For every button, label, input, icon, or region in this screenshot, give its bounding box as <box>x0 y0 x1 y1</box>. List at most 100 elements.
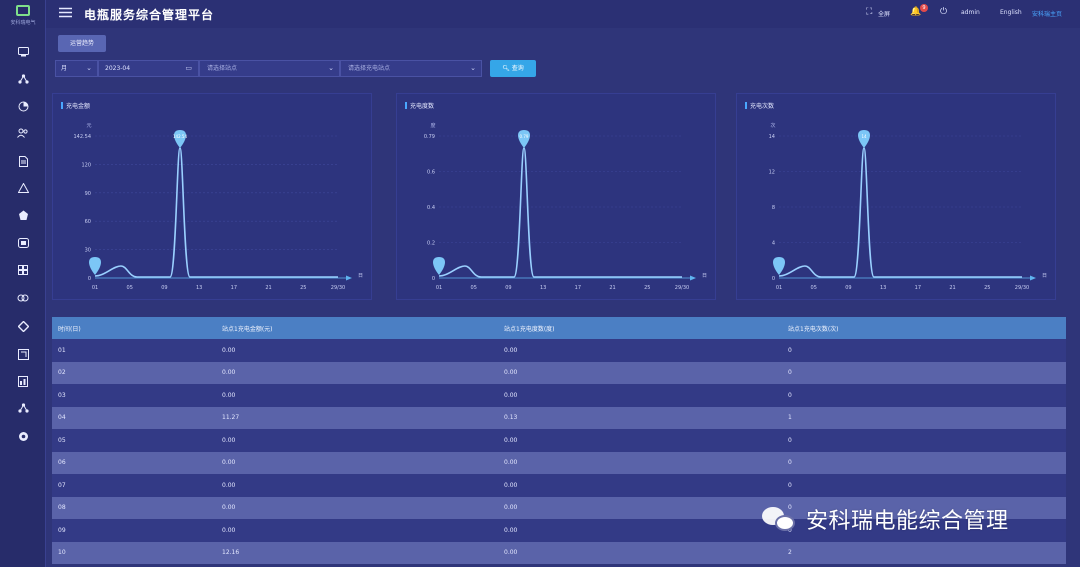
column-header[interactable]: 时间(日) <box>58 325 81 333</box>
table-header: 时间(日) 站点1充电金额(元) 站点1充电度数(度) 站点1充电次数(次) <box>52 317 1066 339</box>
language-switch[interactable]: English <box>1000 9 1022 16</box>
tab-operation-trend[interactable]: 运营趋势 <box>58 35 106 52</box>
series-line <box>94 147 338 278</box>
data-marker[interactable] <box>773 257 785 275</box>
y-tick-label: 142.54 <box>74 134 92 140</box>
x-tick-label: 29/30 <box>675 285 689 291</box>
marker-pin-icon <box>433 257 445 275</box>
table-cell: 0.00 <box>222 391 236 399</box>
table-cell: 0.00 <box>504 436 518 444</box>
logo: 安科瑞电气 <box>6 5 40 27</box>
y-tick-label: 90 <box>85 191 91 197</box>
logo-text: 安科瑞电气 <box>10 20 36 26</box>
menu-toggle-icon[interactable] <box>59 7 73 19</box>
wechat-icon <box>762 505 798 533</box>
x-tick-label: 13 <box>540 285 546 291</box>
diamond-icon[interactable] <box>16 319 30 333</box>
table-row[interactable]: 09 0.00 0.00 0 <box>52 519 1066 542</box>
period-select[interactable]: 月 ⌄ <box>55 60 98 77</box>
table-cell: 01 <box>58 346 66 354</box>
table-cell: 10 <box>58 549 66 557</box>
screen-icon[interactable] <box>16 236 30 250</box>
table-row[interactable]: 10 12.16 0.00 2 <box>52 541 1066 564</box>
table-cell: 12.16 <box>222 549 240 557</box>
y-tick-label: 8 <box>772 205 775 211</box>
chart-panel-amount: 充电金额 元 0 30 60 90 120 142.54 日 01 05 09 13 17 21 25 29/… <box>52 93 372 300</box>
table-cell: 0.00 <box>504 391 518 399</box>
charging-pile-icon[interactable] <box>16 208 30 222</box>
alert-icon[interactable] <box>16 181 30 195</box>
data-marker[interactable]: 142.54 <box>173 130 187 148</box>
table-cell: 0.00 <box>222 481 236 489</box>
x-tick-label: 05 <box>471 285 477 291</box>
query-label: 查询 <box>511 65 524 72</box>
y-tick-label: 0.6 <box>427 170 435 176</box>
x-tick-label: 25 <box>984 285 990 291</box>
table-cell: 0.00 <box>504 481 518 489</box>
table-cell: 02 <box>58 369 66 377</box>
export-icon[interactable] <box>16 347 30 361</box>
wechat-watermark: 安科瑞电能综合管理 <box>762 503 1009 535</box>
table-cell: 0 <box>788 481 792 489</box>
table-row[interactable]: 08 0.00 0.00 0 <box>52 496 1066 519</box>
table-row[interactable]: 04 11.27 0.13 1 <box>52 406 1066 429</box>
notification-bell-icon[interactable]: 🔔 <box>910 7 922 17</box>
column-header[interactable]: 站点1充电次数(次) <box>788 325 839 333</box>
topology-icon[interactable] <box>16 401 30 415</box>
chart-title: 充电度数 <box>405 101 434 110</box>
table-row[interactable]: 07 0.00 0.00 0 <box>52 474 1066 497</box>
table-row[interactable]: 03 0.00 0.00 0 <box>52 384 1066 407</box>
table-cell: 0 <box>788 504 792 512</box>
device-select[interactable]: 请选择充电站点 ⌄ <box>340 60 482 77</box>
marker-pin-icon <box>518 130 530 148</box>
data-marker[interactable] <box>433 257 445 275</box>
table-cell: 0.00 <box>504 369 518 377</box>
table-row[interactable]: 01 0.00 0.00 0 <box>52 339 1066 362</box>
homepage-link[interactable]: 安科瑞主页 <box>1032 11 1063 18</box>
column-header[interactable]: 站点1充电金额(元) <box>222 325 273 333</box>
x-tick-label: 21 <box>949 285 955 291</box>
table-cell: 0 <box>788 346 792 354</box>
y-unit-label: 次 <box>770 122 775 129</box>
monitor-icon[interactable] <box>16 45 30 59</box>
data-marker[interactable]: 0.79 <box>518 130 530 148</box>
y-tick-label: 0.4 <box>427 205 435 211</box>
table-row[interactable]: 05 0.00 0.00 0 <box>52 429 1066 452</box>
y-unit-label: 元 <box>86 123 91 129</box>
table-cell: 0.00 <box>222 346 236 354</box>
settings-icon[interactable] <box>16 429 30 443</box>
users-icon[interactable] <box>16 126 30 140</box>
chart-title: 充电次数 <box>745 101 774 110</box>
top-header: 电瓶服务综合管理平台 ⛶ 全屏 🔔 9 ⏻ admin English 安科瑞主… <box>46 0 1080 28</box>
date-picker[interactable]: 2023-04 ▭ <box>98 60 199 77</box>
x-tick-label: 13 <box>880 285 886 291</box>
chart-panel-energy: 充电度数 度 0 0.2 0.4 0.6 0.79 日 01 05 09 13 17 21 25 29/30… <box>396 93 716 300</box>
table-row[interactable]: 06 0.00 0.00 0 <box>52 451 1066 474</box>
document-icon[interactable] <box>16 154 30 168</box>
link-icon[interactable] <box>16 291 30 305</box>
x-tick-label: 25 <box>300 285 306 291</box>
fullscreen-icon[interactable]: ⛶ <box>866 7 873 17</box>
x-tick-label: 05 <box>811 285 817 291</box>
power-icon[interactable]: ⏻ <box>940 7 948 17</box>
table-row[interactable]: 02 0.00 0.00 0 <box>52 361 1066 384</box>
report-icon[interactable] <box>16 374 30 388</box>
pie-chart-icon[interactable] <box>16 99 30 113</box>
site-select[interactable]: 请选择站点 ⌄ <box>199 60 340 77</box>
grid-icon[interactable] <box>16 263 30 277</box>
data-marker[interactable] <box>89 257 101 275</box>
user-name[interactable]: admin <box>961 9 980 16</box>
table-cell: 05 <box>58 436 66 444</box>
logo-mark-icon <box>16 5 30 16</box>
data-marker[interactable]: 14 <box>858 130 870 148</box>
table-cell: 0.00 <box>222 504 236 512</box>
query-button[interactable]: 🔍︎ 查询 <box>490 60 536 77</box>
x-unit-label: 日 <box>702 273 707 279</box>
network-icon[interactable] <box>16 72 30 86</box>
chart-svg: 元 0 30 60 90 120 142.54 日 01 05 09 13 17 21 25 29/30 142… <box>74 123 364 291</box>
y-tick-label: 0 <box>772 276 775 282</box>
chevron-down-icon: ⌄ <box>328 64 334 72</box>
column-header[interactable]: 站点1充电度数(度) <box>504 325 555 333</box>
peak-label: 0.79 <box>520 134 529 139</box>
fullscreen-label[interactable]: 全屏 <box>878 11 891 18</box>
